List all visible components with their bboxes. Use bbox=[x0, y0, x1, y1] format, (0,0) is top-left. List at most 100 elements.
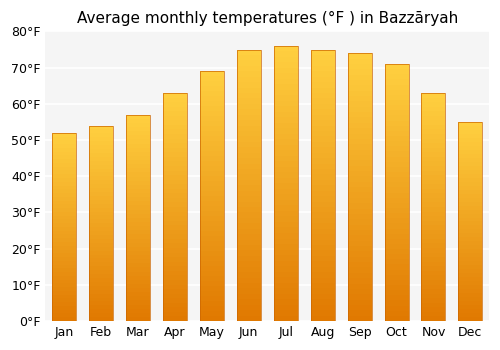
Bar bbox=[89, 196, 113, 200]
Bar bbox=[310, 207, 334, 212]
Bar bbox=[310, 202, 334, 207]
Bar bbox=[274, 282, 297, 288]
Bar bbox=[384, 311, 408, 316]
Bar bbox=[348, 289, 372, 294]
Bar bbox=[384, 156, 408, 162]
Bar bbox=[384, 85, 408, 90]
Bar bbox=[236, 142, 260, 147]
Bar bbox=[458, 174, 482, 178]
Bar bbox=[384, 234, 408, 239]
Bar bbox=[274, 294, 297, 299]
Bar bbox=[310, 66, 334, 71]
Bar bbox=[126, 309, 150, 313]
Bar bbox=[384, 79, 408, 85]
Bar bbox=[384, 295, 408, 300]
Bar bbox=[274, 68, 297, 74]
Bar bbox=[422, 234, 446, 239]
Bar bbox=[89, 164, 113, 169]
Bar bbox=[274, 211, 297, 217]
Bar bbox=[422, 253, 446, 257]
Bar bbox=[163, 221, 187, 225]
Bar bbox=[126, 189, 150, 193]
Bar bbox=[163, 303, 187, 307]
Bar bbox=[126, 173, 150, 177]
Bar bbox=[126, 177, 150, 181]
Bar bbox=[310, 82, 334, 88]
Bar bbox=[274, 112, 297, 118]
Bar bbox=[458, 273, 482, 277]
Bar bbox=[89, 286, 113, 290]
Bar bbox=[52, 167, 76, 170]
Bar bbox=[310, 196, 334, 202]
Bar bbox=[52, 231, 76, 234]
Bar bbox=[310, 88, 334, 93]
Bar bbox=[52, 170, 76, 174]
Bar bbox=[52, 253, 76, 257]
Bar bbox=[236, 223, 260, 229]
Bar bbox=[236, 50, 260, 55]
Bar bbox=[163, 93, 187, 321]
Bar bbox=[200, 176, 224, 181]
Bar bbox=[310, 256, 334, 261]
Bar bbox=[52, 201, 76, 204]
Bar bbox=[89, 301, 113, 306]
Bar bbox=[126, 263, 150, 267]
Bar bbox=[422, 116, 446, 120]
Bar bbox=[163, 125, 187, 130]
Bar bbox=[126, 139, 150, 144]
Bar bbox=[274, 183, 297, 189]
Bar bbox=[274, 118, 297, 123]
Bar bbox=[422, 107, 446, 111]
Bar bbox=[126, 280, 150, 284]
Bar bbox=[458, 134, 482, 138]
Bar bbox=[126, 226, 150, 230]
Bar bbox=[236, 240, 260, 245]
Bar bbox=[236, 55, 260, 61]
Bar bbox=[310, 288, 334, 294]
Bar bbox=[458, 265, 482, 269]
Bar bbox=[52, 216, 76, 219]
Bar bbox=[236, 245, 260, 251]
Bar bbox=[236, 207, 260, 212]
Bar bbox=[126, 234, 150, 238]
Bar bbox=[163, 289, 187, 294]
Bar bbox=[348, 134, 372, 139]
Bar bbox=[274, 139, 297, 145]
Bar bbox=[422, 211, 446, 216]
Bar bbox=[458, 237, 482, 241]
Bar bbox=[310, 55, 334, 61]
Bar bbox=[348, 107, 372, 112]
Bar bbox=[163, 189, 187, 193]
Bar bbox=[200, 251, 224, 256]
Bar bbox=[274, 101, 297, 106]
Bar bbox=[163, 316, 187, 321]
Bar bbox=[52, 234, 76, 238]
Bar bbox=[310, 126, 334, 131]
Bar bbox=[384, 167, 408, 172]
Bar bbox=[384, 90, 408, 95]
Bar bbox=[163, 152, 187, 157]
Bar bbox=[422, 139, 446, 143]
Bar bbox=[422, 93, 446, 321]
Bar bbox=[52, 302, 76, 306]
Bar bbox=[310, 77, 334, 82]
Bar bbox=[163, 134, 187, 139]
Bar bbox=[89, 137, 113, 141]
Bar bbox=[422, 198, 446, 202]
Bar bbox=[422, 294, 446, 298]
Bar bbox=[126, 230, 150, 235]
Bar bbox=[274, 178, 297, 183]
Bar bbox=[384, 136, 408, 141]
Bar bbox=[236, 283, 260, 288]
Bar bbox=[163, 193, 187, 198]
Bar bbox=[89, 126, 113, 321]
Bar bbox=[163, 285, 187, 289]
Bar bbox=[126, 292, 150, 296]
Bar bbox=[422, 202, 446, 207]
Bar bbox=[310, 299, 334, 305]
Bar bbox=[310, 305, 334, 310]
Bar bbox=[236, 294, 260, 299]
Bar bbox=[274, 238, 297, 244]
Bar bbox=[422, 257, 446, 262]
Bar bbox=[384, 223, 408, 229]
